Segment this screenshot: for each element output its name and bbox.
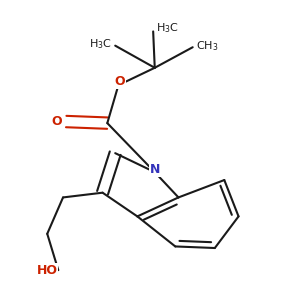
Text: O: O [51,115,62,128]
Text: N: N [150,163,160,176]
Text: H$_3$C: H$_3$C [156,21,179,34]
Text: H$_3$C: H$_3$C [88,37,111,51]
Text: HO: HO [37,264,58,277]
Text: CH$_3$: CH$_3$ [196,39,219,52]
Text: O: O [115,75,125,88]
